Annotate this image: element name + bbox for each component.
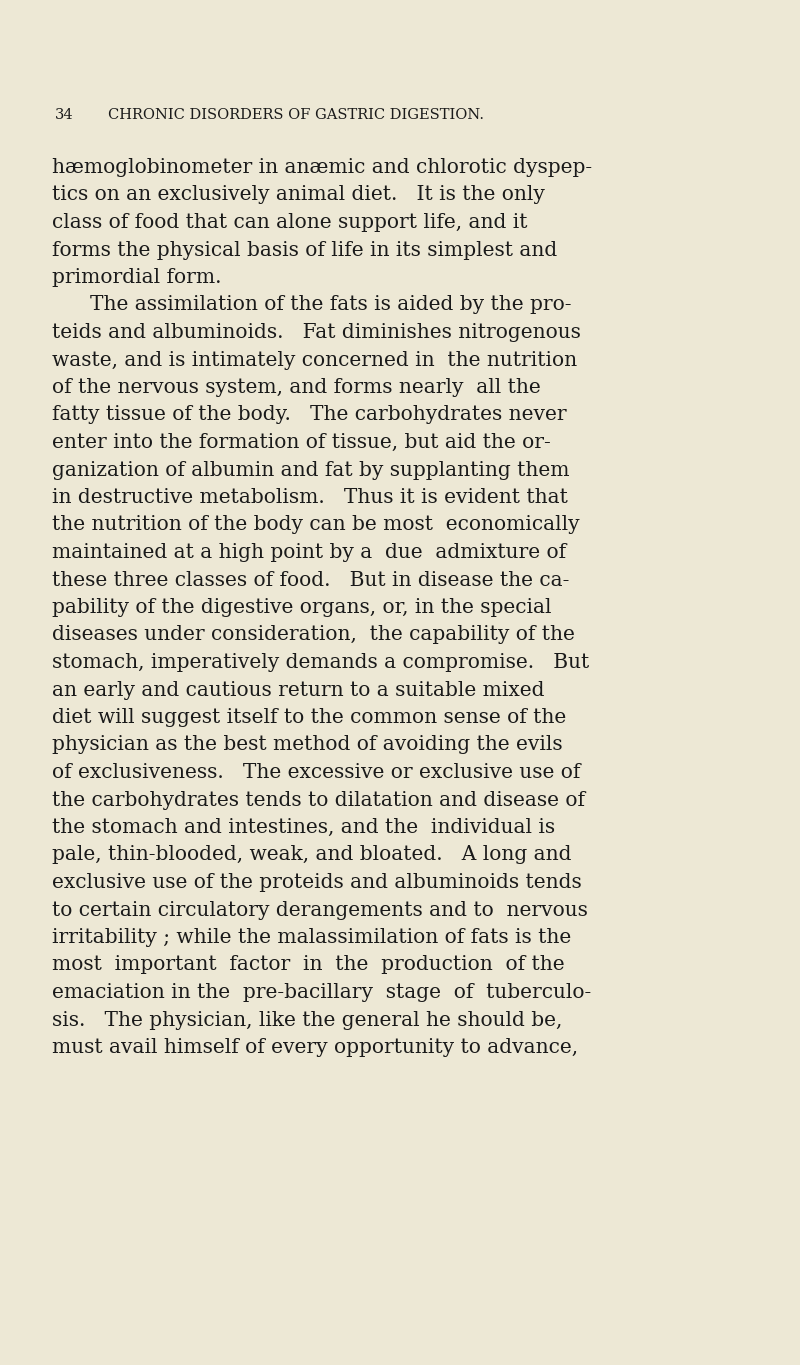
Text: 34: 34 bbox=[55, 108, 74, 121]
Text: in destructive metabolism.   Thus it is evident that: in destructive metabolism. Thus it is ev… bbox=[52, 489, 568, 506]
Text: fatty tissue of the body.   The carbohydrates never: fatty tissue of the body. The carbohydra… bbox=[52, 405, 566, 425]
Text: physician as the best method of avoiding the evils: physician as the best method of avoiding… bbox=[52, 736, 562, 755]
Text: the nutrition of the body can be most  economically: the nutrition of the body can be most ec… bbox=[52, 516, 580, 535]
Text: sis.   The physician, like the general he should be,: sis. The physician, like the general he … bbox=[52, 1010, 562, 1029]
Text: ganization of albumin and fat by supplanting them: ganization of albumin and fat by supplan… bbox=[52, 460, 570, 479]
Text: pale, thin-blooded, weak, and bloated.   A long and: pale, thin-blooded, weak, and bloated. A… bbox=[52, 845, 571, 864]
Text: class of food that can alone support life, and it: class of food that can alone support lif… bbox=[52, 213, 527, 232]
Text: diet will suggest itself to the common sense of the: diet will suggest itself to the common s… bbox=[52, 708, 566, 728]
Text: must avail himself of every opportunity to advance,: must avail himself of every opportunity … bbox=[52, 1037, 578, 1057]
Text: of exclusiveness.   The excessive or exclusive use of: of exclusiveness. The excessive or exclu… bbox=[52, 763, 580, 782]
Text: an early and cautious return to a suitable mixed: an early and cautious return to a suitab… bbox=[52, 681, 545, 699]
Text: the carbohydrates tends to dilatation and disease of: the carbohydrates tends to dilatation an… bbox=[52, 790, 585, 809]
Text: CHRONIC DISORDERS OF GASTRIC DIGESTION.: CHRONIC DISORDERS OF GASTRIC DIGESTION. bbox=[108, 108, 484, 121]
Text: of the nervous system, and forms nearly  all the: of the nervous system, and forms nearly … bbox=[52, 378, 541, 397]
Text: irritability ; while the malassimilation of fats is the: irritability ; while the malassimilation… bbox=[52, 928, 571, 947]
Text: waste, and is intimately concerned in  the nutrition: waste, and is intimately concerned in th… bbox=[52, 351, 577, 370]
Text: tics on an exclusively animal diet.   It is the only: tics on an exclusively animal diet. It i… bbox=[52, 186, 545, 205]
Text: enter into the formation of tissue, but aid the or-: enter into the formation of tissue, but … bbox=[52, 433, 550, 452]
Text: forms the physical basis of life in its simplest and: forms the physical basis of life in its … bbox=[52, 240, 558, 259]
Text: The assimilation of the fats is aided by the pro-: The assimilation of the fats is aided by… bbox=[90, 295, 571, 314]
Text: hæmoglobinometer in anæmic and chlorotic dyspep-: hæmoglobinometer in anæmic and chlorotic… bbox=[52, 158, 592, 177]
Text: exclusive use of the proteids and albuminoids tends: exclusive use of the proteids and albumi… bbox=[52, 874, 582, 891]
Text: primordial form.: primordial form. bbox=[52, 268, 222, 287]
Text: these three classes of food.   But in disease the ca-: these three classes of food. But in dise… bbox=[52, 571, 570, 590]
Text: pability of the digestive organs, or, in the special: pability of the digestive organs, or, in… bbox=[52, 598, 551, 617]
Text: to certain circulatory derangements and to  nervous: to certain circulatory derangements and … bbox=[52, 901, 588, 920]
Text: the stomach and intestines, and the  individual is: the stomach and intestines, and the indi… bbox=[52, 818, 555, 837]
Text: most  important  factor  in  the  production  of the: most important factor in the production … bbox=[52, 955, 565, 975]
Text: diseases under consideration,  the capability of the: diseases under consideration, the capabi… bbox=[52, 625, 575, 644]
Text: emaciation in the  pre-bacillary  stage  of  tuberculo-: emaciation in the pre-bacillary stage of… bbox=[52, 983, 591, 1002]
Text: maintained at a high point by a  due  admixture of: maintained at a high point by a due admi… bbox=[52, 543, 566, 562]
Text: teids and albuminoids.   Fat diminishes nitrogenous: teids and albuminoids. Fat diminishes ni… bbox=[52, 324, 581, 343]
Text: stomach, imperatively demands a compromise.   But: stomach, imperatively demands a compromi… bbox=[52, 652, 590, 672]
